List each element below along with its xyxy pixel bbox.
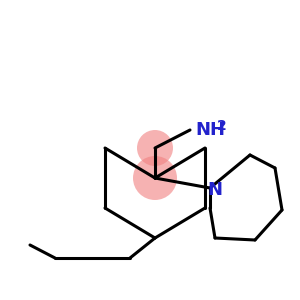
Circle shape (133, 156, 177, 200)
Circle shape (137, 130, 173, 166)
Text: N: N (208, 181, 223, 199)
Text: 2: 2 (217, 119, 227, 133)
Text: NH: NH (195, 121, 225, 139)
